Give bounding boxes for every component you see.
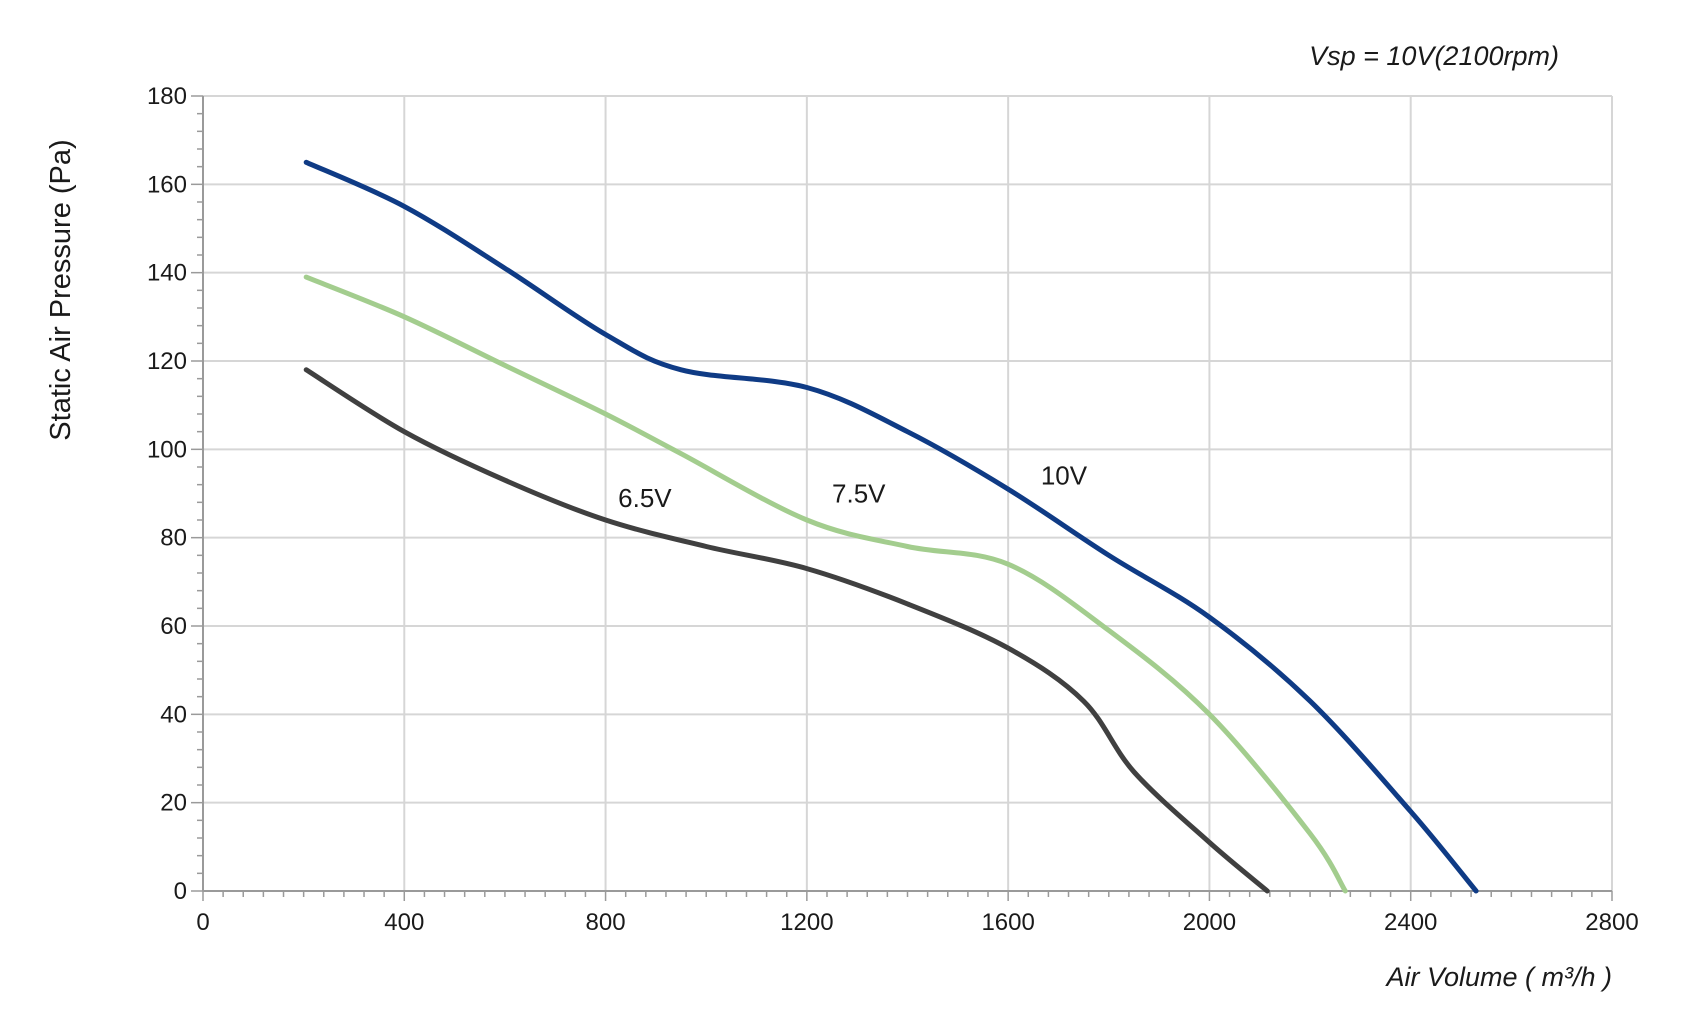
series-line-6-5v [303, 367, 1270, 894]
x-axis-title: Air Volume ( m³/h ) [1384, 962, 1612, 992]
y-tick-label: 100 [147, 436, 187, 463]
x-tick-label: 0 [196, 909, 209, 936]
series-line-10v [303, 159, 1479, 894]
y-tick-label: 160 [147, 171, 187, 198]
speed-annotation: Vsp = 10V(2100rpm) [1309, 41, 1559, 71]
y-tick-label: 0 [174, 878, 187, 905]
tick-labels: 0 400 800 1200 1600 2000 2400 2800 0 20 40 60 80 100 1… [147, 83, 1639, 936]
x-tick-label: 1200 [780, 909, 833, 936]
series-label-7-5v: 7.5V [832, 478, 886, 508]
x-tick-label: 2000 [1183, 909, 1236, 936]
series-lines [303, 159, 1479, 894]
x-tick-label: 2400 [1384, 909, 1437, 936]
x-tick-label: 2800 [1585, 909, 1638, 936]
series-label-6-5v: 6.5V [618, 483, 672, 513]
y-axis-title: Static Air Pressure (Pa) [45, 139, 77, 440]
x-tick-label: 800 [586, 909, 626, 936]
grid [203, 95, 1613, 891]
x-tick-label: 400 [384, 909, 424, 936]
series-line-7-5v [303, 274, 1348, 894]
series-labels: 10V 7.5V 6.5V [618, 461, 1088, 513]
y-tick-label: 120 [147, 348, 187, 375]
y-tick-label: 140 [147, 260, 187, 287]
y-tick-label: 40 [160, 701, 187, 728]
axes [202, 96, 1612, 892]
series-label-10v: 10V [1041, 461, 1088, 491]
x-tick-label: 1600 [981, 909, 1034, 936]
tick-marks [191, 95, 1613, 901]
y-tick-label: 180 [147, 83, 187, 110]
y-tick-label: 20 [160, 790, 187, 817]
y-tick-label: 80 [160, 525, 187, 552]
y-tick-label: 60 [160, 613, 187, 640]
